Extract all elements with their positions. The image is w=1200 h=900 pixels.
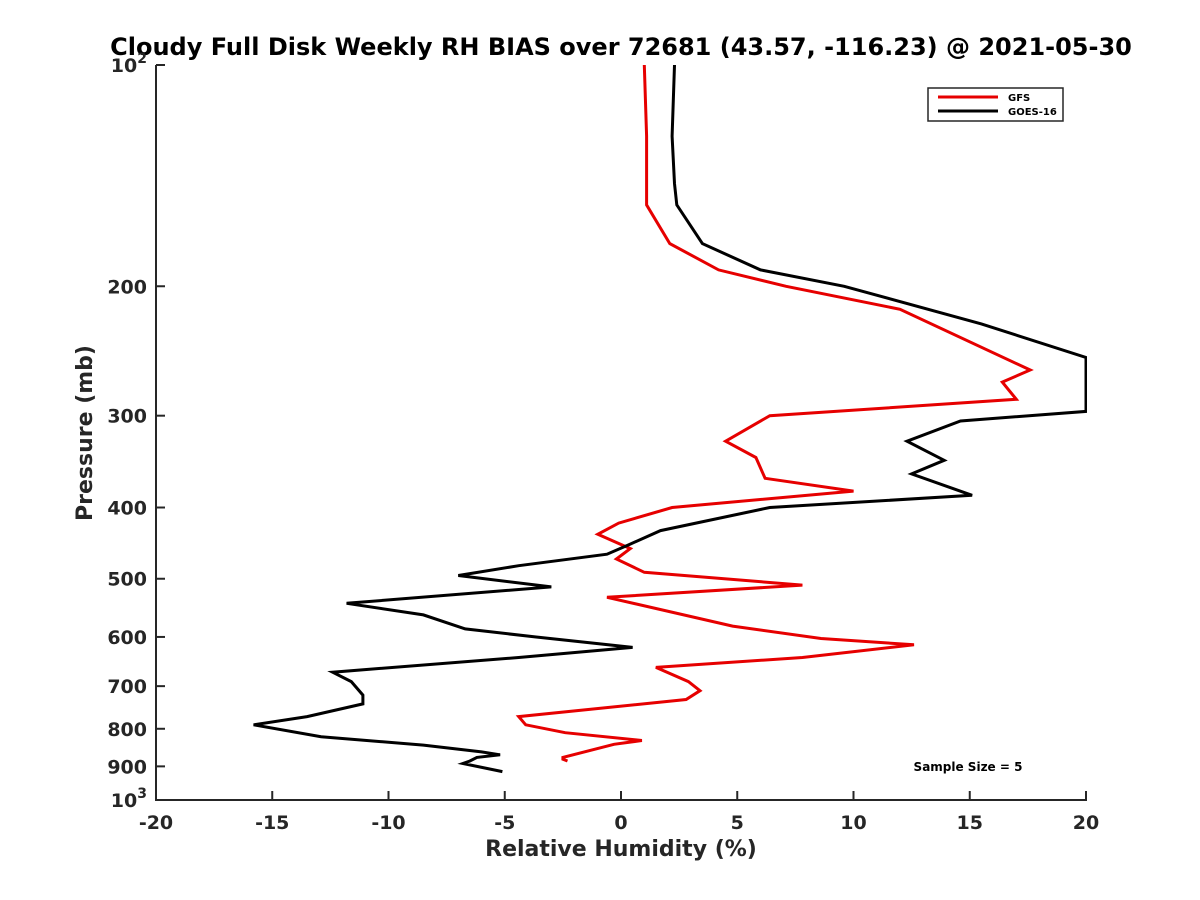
chart-title: Cloudy Full Disk Weekly RH BIAS over 726… bbox=[110, 33, 1132, 61]
y-tick-label: 600 bbox=[107, 627, 147, 649]
legend-label: GOES-16 bbox=[1008, 107, 1057, 118]
legend: GFS GOES-16 bbox=[927, 87, 1064, 122]
y-tick-label: 500 bbox=[107, 569, 147, 591]
sample-size-note: Sample Size = 5 bbox=[914, 760, 1023, 774]
y-tick-label: 300 bbox=[107, 406, 147, 428]
y-tick-label: 200 bbox=[107, 276, 147, 298]
x-axis-label: Relative Humidity (%) bbox=[485, 837, 757, 862]
x-tick-label: 20 bbox=[1073, 812, 1099, 834]
x-tick-label: 10 bbox=[840, 812, 866, 834]
legend-box bbox=[927, 87, 1064, 122]
y-tick-label: 700 bbox=[107, 676, 147, 698]
x-tick-label: 0 bbox=[614, 812, 627, 834]
x-axis-ticks: -20 -15 -10 -5 0 5 10 15 20 bbox=[139, 791, 1099, 834]
x-tick-label: -15 bbox=[255, 812, 289, 834]
plot-series bbox=[253, 65, 1087, 774]
y-axis-label: Pressure (mb) bbox=[73, 345, 98, 521]
x-tick-label: 5 bbox=[731, 812, 744, 834]
x-tick-label: -5 bbox=[494, 812, 515, 834]
x-tick-label: -20 bbox=[139, 812, 173, 834]
y-tick-label: 800 bbox=[107, 719, 147, 741]
y-tick-label: 400 bbox=[107, 498, 147, 520]
y-tick-label: 900 bbox=[107, 756, 147, 778]
x-tick-label: 15 bbox=[957, 812, 983, 834]
series-line-goes-16 bbox=[253, 65, 1087, 774]
series-line-gfs bbox=[515, 65, 1034, 763]
legend-label: GFS bbox=[1008, 93, 1030, 104]
x-tick-label: -10 bbox=[371, 812, 405, 834]
